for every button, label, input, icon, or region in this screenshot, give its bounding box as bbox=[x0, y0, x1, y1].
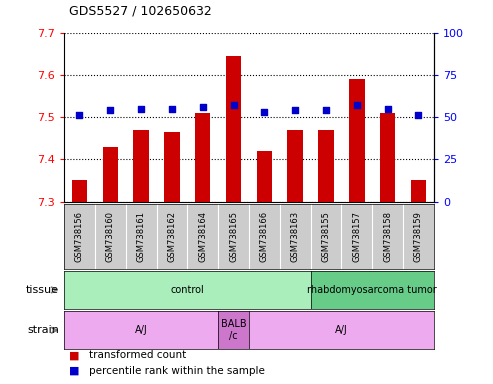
Text: BALB
/c: BALB /c bbox=[221, 319, 246, 341]
Bar bbox=[249, 311, 434, 349]
Text: GSM738158: GSM738158 bbox=[383, 211, 392, 262]
Bar bbox=[72, 180, 87, 202]
Text: GSM738160: GSM738160 bbox=[106, 211, 115, 262]
Point bbox=[353, 102, 361, 108]
Text: GSM738162: GSM738162 bbox=[168, 211, 176, 262]
Text: GSM738159: GSM738159 bbox=[414, 211, 423, 262]
Bar bbox=[103, 147, 118, 202]
Point bbox=[199, 104, 207, 110]
Bar bbox=[411, 180, 426, 202]
Text: GSM738155: GSM738155 bbox=[321, 211, 330, 262]
Point bbox=[322, 107, 330, 113]
Text: GSM738157: GSM738157 bbox=[352, 211, 361, 262]
Bar bbox=[195, 113, 211, 202]
Point bbox=[106, 107, 114, 113]
Bar bbox=[287, 130, 303, 202]
Text: GSM738163: GSM738163 bbox=[291, 210, 300, 262]
Text: percentile rank within the sample: percentile rank within the sample bbox=[89, 366, 265, 376]
Point bbox=[260, 109, 268, 115]
Bar bbox=[134, 130, 149, 202]
Bar bbox=[64, 271, 311, 309]
Bar bbox=[226, 56, 241, 202]
Text: tissue: tissue bbox=[26, 285, 59, 295]
Text: GSM738165: GSM738165 bbox=[229, 211, 238, 262]
Bar bbox=[218, 311, 249, 349]
Point bbox=[168, 106, 176, 112]
Bar bbox=[257, 151, 272, 202]
Text: GSM738164: GSM738164 bbox=[198, 211, 207, 262]
Point bbox=[415, 113, 423, 119]
Point bbox=[137, 106, 145, 112]
Bar bbox=[318, 130, 334, 202]
Bar bbox=[311, 271, 434, 309]
Text: A/J: A/J bbox=[335, 325, 348, 335]
Text: control: control bbox=[171, 285, 204, 295]
Text: GSM738161: GSM738161 bbox=[137, 211, 145, 262]
Text: rhabdomyosarcoma tumor: rhabdomyosarcoma tumor bbox=[307, 285, 437, 295]
Text: GDS5527 / 102650632: GDS5527 / 102650632 bbox=[69, 4, 212, 17]
Bar bbox=[64, 311, 218, 349]
Text: GSM738166: GSM738166 bbox=[260, 210, 269, 262]
Text: ■: ■ bbox=[69, 350, 83, 360]
Point bbox=[230, 102, 238, 108]
Text: GSM738156: GSM738156 bbox=[75, 211, 84, 262]
Point bbox=[384, 106, 391, 112]
Point bbox=[291, 107, 299, 113]
Text: ■: ■ bbox=[69, 366, 83, 376]
Text: transformed count: transformed count bbox=[89, 350, 186, 360]
Bar bbox=[349, 79, 364, 202]
Bar bbox=[380, 113, 395, 202]
Text: A/J: A/J bbox=[135, 325, 147, 335]
Point bbox=[75, 113, 83, 119]
Bar bbox=[164, 132, 179, 202]
Text: strain: strain bbox=[27, 325, 59, 335]
